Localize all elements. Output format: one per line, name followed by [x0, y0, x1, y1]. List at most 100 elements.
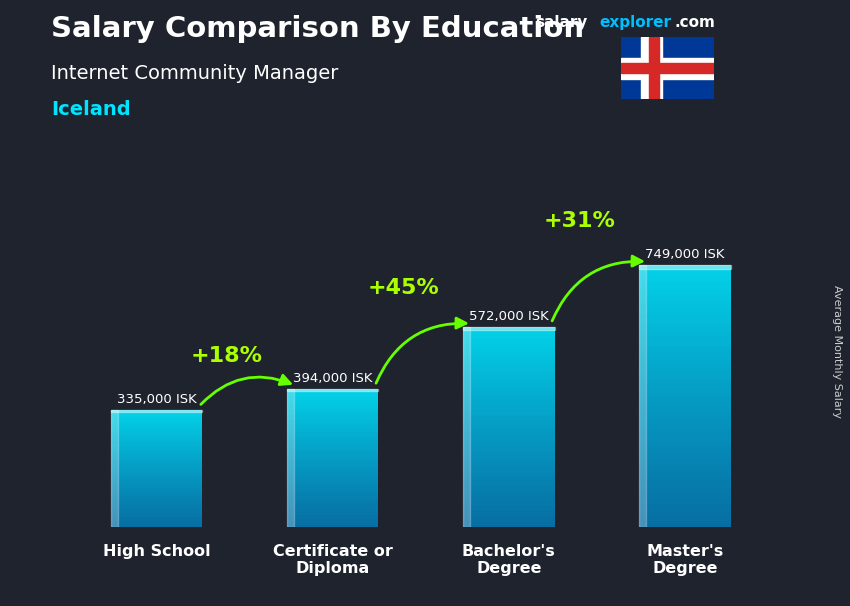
Bar [287, 448, 378, 450]
Bar [463, 405, 554, 407]
Bar [639, 465, 731, 468]
Bar [463, 474, 554, 477]
Bar [639, 295, 731, 298]
Bar [463, 477, 554, 480]
Bar [110, 458, 202, 460]
Bar [287, 481, 378, 482]
Bar [287, 429, 378, 431]
Bar [110, 501, 202, 502]
Bar [110, 524, 202, 526]
Bar [463, 447, 554, 450]
Bar [287, 510, 378, 511]
Bar [639, 291, 731, 295]
Bar [287, 391, 378, 393]
Bar [110, 520, 202, 521]
Bar [287, 396, 378, 398]
Bar [287, 511, 378, 513]
Bar [639, 422, 731, 425]
Bar [110, 451, 202, 453]
Bar [639, 474, 731, 478]
Bar [463, 399, 554, 402]
Bar [463, 370, 554, 372]
Bar [287, 525, 378, 527]
Bar [639, 491, 731, 494]
Bar [463, 335, 554, 337]
Bar [639, 271, 731, 275]
Bar [110, 429, 202, 430]
Text: 749,000 ISK: 749,000 ISK [645, 248, 724, 261]
Bar [463, 410, 554, 412]
Bar [287, 405, 378, 407]
Bar [463, 525, 554, 527]
Bar [639, 504, 731, 508]
Bar [287, 508, 378, 510]
Bar [639, 429, 731, 432]
Bar [639, 468, 731, 471]
Bar [463, 412, 554, 415]
Bar [463, 512, 554, 514]
Bar [639, 301, 731, 304]
Bar [110, 445, 202, 447]
Bar [287, 395, 378, 396]
Bar [287, 444, 378, 446]
Bar [639, 406, 731, 409]
Bar [639, 341, 731, 344]
Bar [287, 474, 378, 476]
Bar [639, 445, 731, 448]
Bar [110, 498, 202, 499]
Bar [463, 520, 554, 522]
Bar [463, 500, 554, 502]
Bar [639, 514, 731, 518]
Bar [639, 288, 731, 291]
Bar [287, 521, 378, 522]
Bar [639, 275, 731, 278]
Bar [639, 268, 731, 271]
Bar [110, 517, 202, 518]
Bar [110, 521, 202, 523]
Bar [287, 401, 378, 403]
Bar [110, 523, 202, 524]
Bar [639, 508, 731, 511]
Bar [287, 479, 378, 481]
Bar [287, 424, 378, 425]
Bar [287, 427, 378, 429]
Bar [287, 389, 378, 391]
Bar [463, 390, 554, 392]
Bar [287, 398, 378, 399]
Bar [287, 419, 378, 421]
Bar [463, 419, 554, 422]
Bar [639, 458, 731, 462]
Bar [110, 483, 202, 485]
Bar [463, 327, 554, 330]
Bar [639, 265, 646, 527]
Bar [287, 458, 378, 460]
Bar [110, 495, 202, 496]
Bar [463, 470, 554, 472]
Bar [110, 510, 202, 511]
Bar [463, 352, 554, 355]
Bar [463, 342, 554, 344]
Bar [639, 455, 731, 458]
Bar [639, 409, 731, 413]
Bar [110, 516, 202, 517]
Bar [110, 492, 202, 493]
Bar [463, 505, 554, 507]
Bar [639, 350, 731, 353]
Bar [463, 454, 554, 457]
Bar [639, 364, 731, 367]
Bar [110, 457, 202, 458]
Bar [639, 380, 731, 383]
Bar [463, 422, 554, 425]
Bar [639, 386, 731, 390]
Bar [463, 494, 554, 497]
Text: 394,000 ISK: 394,000 ISK [293, 372, 372, 385]
Bar [287, 494, 378, 496]
Bar [110, 507, 202, 508]
Bar [639, 393, 731, 396]
Bar [110, 422, 202, 423]
Bar [110, 448, 202, 450]
Bar [463, 397, 554, 399]
Bar [463, 514, 554, 517]
Bar [110, 416, 202, 418]
Bar [287, 415, 378, 417]
